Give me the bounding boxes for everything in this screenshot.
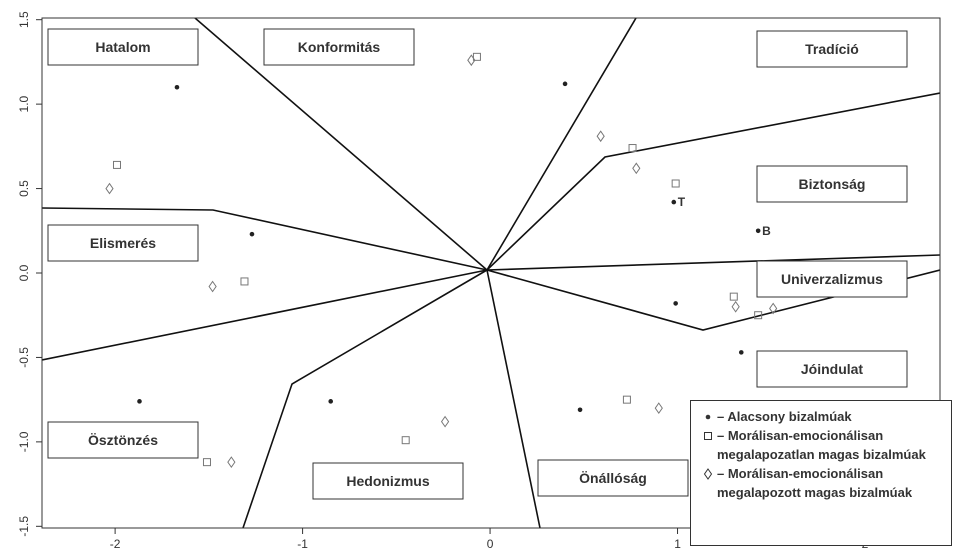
legend: – Alacsony bizalmúak – Morálisan-emocioná… (690, 400, 952, 546)
y-tick-label: 1.0 (17, 95, 31, 112)
boundary (486, 254, 940, 271)
region-box (47, 28, 199, 66)
point (440, 415, 450, 428)
region-label: Hedonizmus (346, 473, 429, 489)
region-label: Ösztönzés (88, 432, 158, 448)
boundary (42, 269, 488, 361)
region-box (756, 30, 908, 68)
point (467, 54, 476, 67)
boundary (42, 207, 488, 271)
point (632, 162, 641, 175)
region-label: Jóindulat (801, 361, 864, 377)
point (738, 350, 744, 355)
point (654, 402, 663, 414)
legend-item: – Alacsony bizalmúak (703, 407, 947, 426)
legend-item: – Morálisan-emocionálisan megalapozatlan… (703, 426, 947, 464)
region-box (756, 165, 908, 203)
legend-label: – Alacsony bizalmúak (717, 409, 852, 424)
region-label: Univerzalizmus (781, 271, 883, 287)
region-label: Elismerés (90, 235, 156, 251)
point-label: T (678, 195, 686, 209)
x-tick-label: -1 (297, 537, 308, 551)
region-label: Biztonság (799, 176, 866, 192)
point (577, 407, 583, 413)
x-tick-label: 1 (674, 537, 681, 551)
point (704, 432, 712, 440)
region-label: Hatalom (95, 39, 150, 55)
y-tick-label: -0.5 (17, 347, 31, 368)
point (729, 292, 738, 301)
y-tick-label: 0.0 (17, 264, 31, 281)
point (596, 130, 605, 143)
region-box (263, 28, 415, 66)
region-box (47, 224, 199, 262)
point (673, 301, 678, 306)
point (174, 84, 180, 90)
region-label: Konformitás (298, 39, 381, 55)
legend-marker (703, 468, 713, 480)
point (137, 399, 142, 404)
point (731, 300, 740, 313)
point (401, 436, 410, 445)
point (240, 277, 249, 286)
boundary (486, 92, 940, 271)
legend-item: – Morálisan-emocionálisan megalapozott m… (703, 464, 947, 502)
point (705, 414, 711, 420)
legend-marker (704, 432, 712, 440)
x-tick-label: 0 (487, 537, 494, 551)
legend-label: – Morálisan-emocionálisan megalapozatlan… (717, 428, 926, 462)
legend-label: – Morálisan-emocionálisan megalapozott m… (717, 466, 913, 500)
point (472, 52, 481, 61)
boundary (486, 18, 637, 271)
point (202, 458, 211, 467)
region-box (756, 350, 908, 388)
region-box (756, 260, 908, 298)
y-tick-label: 0.5 (17, 180, 31, 197)
point (105, 182, 114, 195)
region-label: Tradíció (805, 41, 859, 57)
boundary (486, 269, 541, 528)
point (671, 179, 680, 188)
point (328, 399, 334, 404)
region-label: Önállóság (579, 470, 647, 486)
x-tick-label: -2 (110, 537, 121, 551)
point (249, 231, 255, 237)
point (622, 395, 631, 404)
region-box (47, 421, 199, 459)
y-tick-label: -1.5 (17, 516, 31, 537)
boundary (242, 269, 488, 528)
y-tick-label: -1.0 (17, 431, 31, 452)
region-boundaries (42, 18, 940, 528)
point (754, 311, 763, 320)
point (628, 144, 637, 153)
boundary (194, 18, 488, 271)
point (671, 199, 677, 205)
point (769, 302, 778, 315)
legend-marker (705, 414, 711, 420)
point (112, 160, 121, 169)
point (208, 280, 217, 293)
point (755, 228, 761, 234)
point (227, 456, 236, 469)
point (703, 468, 713, 480)
y-tick-label: 1.5 (17, 11, 31, 28)
point (562, 81, 568, 87)
region-box (312, 462, 464, 500)
region-box (537, 459, 689, 497)
point-label: B (762, 224, 771, 238)
